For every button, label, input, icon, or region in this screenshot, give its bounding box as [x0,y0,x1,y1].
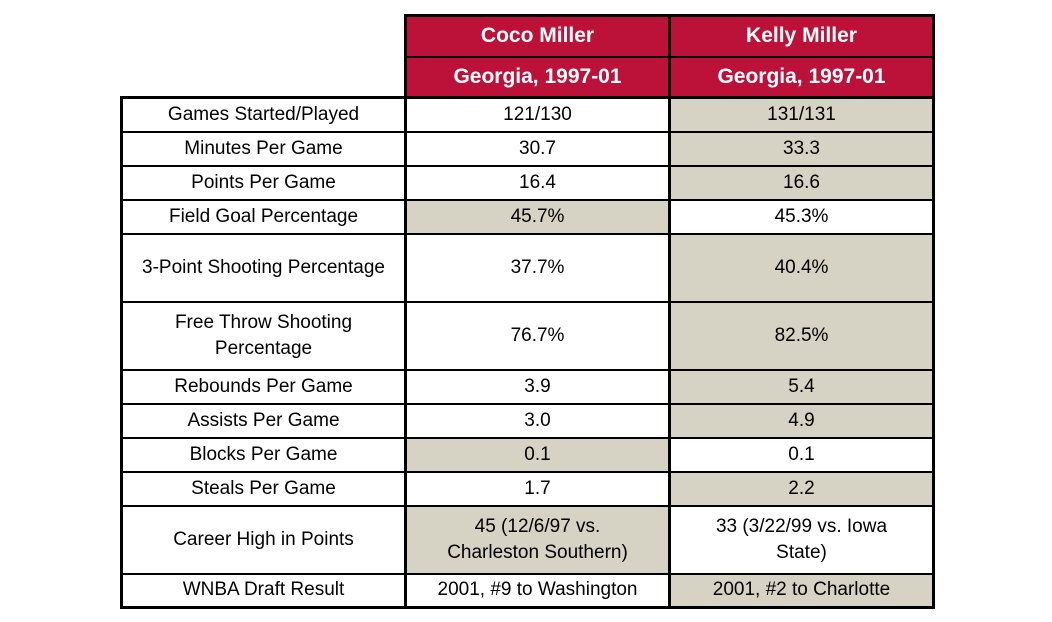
coco-value: 121/130 [404,96,671,133]
table-row: Points Per Game 16.4 16.6 [120,164,935,201]
kelly-value: 82.5% [668,300,935,371]
player-name-row: Coco Miller Kelly Miller [121,14,935,58]
stat-label: Field Goal Percentage [120,198,407,235]
kelly-value: 33.3 [668,130,935,167]
table-row: WNBA Draft Result 2001, #9 to Washington… [120,572,935,609]
coco-value: 2001, #9 to Washington [404,572,671,609]
coco-value: 0.1 [404,436,671,473]
coco-value: 16.4 [404,164,671,201]
stat-label: Games Started/Played [120,96,407,133]
stat-label: Blocks Per Game [120,436,407,473]
coco-value: 3.9 [404,368,671,405]
table-row: Minutes Per Game 30.7 33.3 [120,130,935,167]
kelly-value: 5.4 [668,368,935,405]
coco-value: 45.7% [404,198,671,235]
kelly-value: 45.3% [668,198,935,235]
stat-label: Career High in Points [120,504,407,575]
table-row: Blocks Per Game 0.1 0.1 [120,436,935,473]
player-season-header-coco: Georgia, 1997-01 [404,55,671,99]
coco-value: 1.7 [404,470,671,507]
stat-label: Steals Per Game [120,470,407,507]
stat-label: Points Per Game [120,164,407,201]
coco-value: 37.7% [404,232,671,303]
table-header: Coco Miller Kelly Miller Georgia, 1997-0… [121,14,935,99]
stat-label: WNBA Draft Result [120,572,407,609]
coco-value: 30.7 [404,130,671,167]
player-season-row: Georgia, 1997-01 Georgia, 1997-01 [121,55,935,99]
coco-value: 3.0 [404,402,671,439]
stat-label: Minutes Per Game [120,130,407,167]
table-row: Assists Per Game 3.0 4.9 [120,402,935,439]
kelly-value: 131/131 [668,96,935,133]
kelly-value: 4.9 [668,402,935,439]
table-row: Steals Per Game 1.7 2.2 [120,470,935,507]
coco-value: 45 (12/6/97 vs. Charleston Southern) [404,504,671,575]
kelly-value: 2.2 [668,470,935,507]
table-row: Rebounds Per Game 3.9 5.4 [120,368,935,405]
player-season-header-kelly: Georgia, 1997-01 [668,55,935,99]
kelly-value: 2001, #2 to Charlotte [668,572,935,609]
table-row: 3-Point Shooting Percentage 37.7% 40.4% [120,232,935,303]
player-name-header-kelly: Kelly Miller [668,14,935,58]
empty-header-cell [121,56,406,98]
table-row: Games Started/Played 121/130 131/131 [120,96,935,133]
kelly-value: 33 (3/22/99 vs. Iowa State) [668,504,935,575]
table-row: Free Throw Shooting Percentage 76.7% 82.… [120,300,935,371]
coco-value: 76.7% [404,300,671,371]
kelly-value: 40.4% [668,232,935,303]
stat-label: Assists Per Game [120,402,407,439]
table-row: Career High in Points 45 (12/6/97 vs. Ch… [120,504,935,575]
stat-label: Free Throw Shooting Percentage [120,300,407,371]
kelly-value: 16.6 [668,164,935,201]
stat-label: Rebounds Per Game [120,368,407,405]
empty-header-cell [121,15,406,57]
player-name-header-coco: Coco Miller [404,14,671,58]
kelly-value: 0.1 [668,436,935,473]
stat-label: 3-Point Shooting Percentage [120,232,407,303]
table-row: Field Goal Percentage 45.7% 45.3% [120,198,935,235]
comparison-table: Coco Miller Kelly Miller Georgia, 1997-0… [120,14,935,609]
